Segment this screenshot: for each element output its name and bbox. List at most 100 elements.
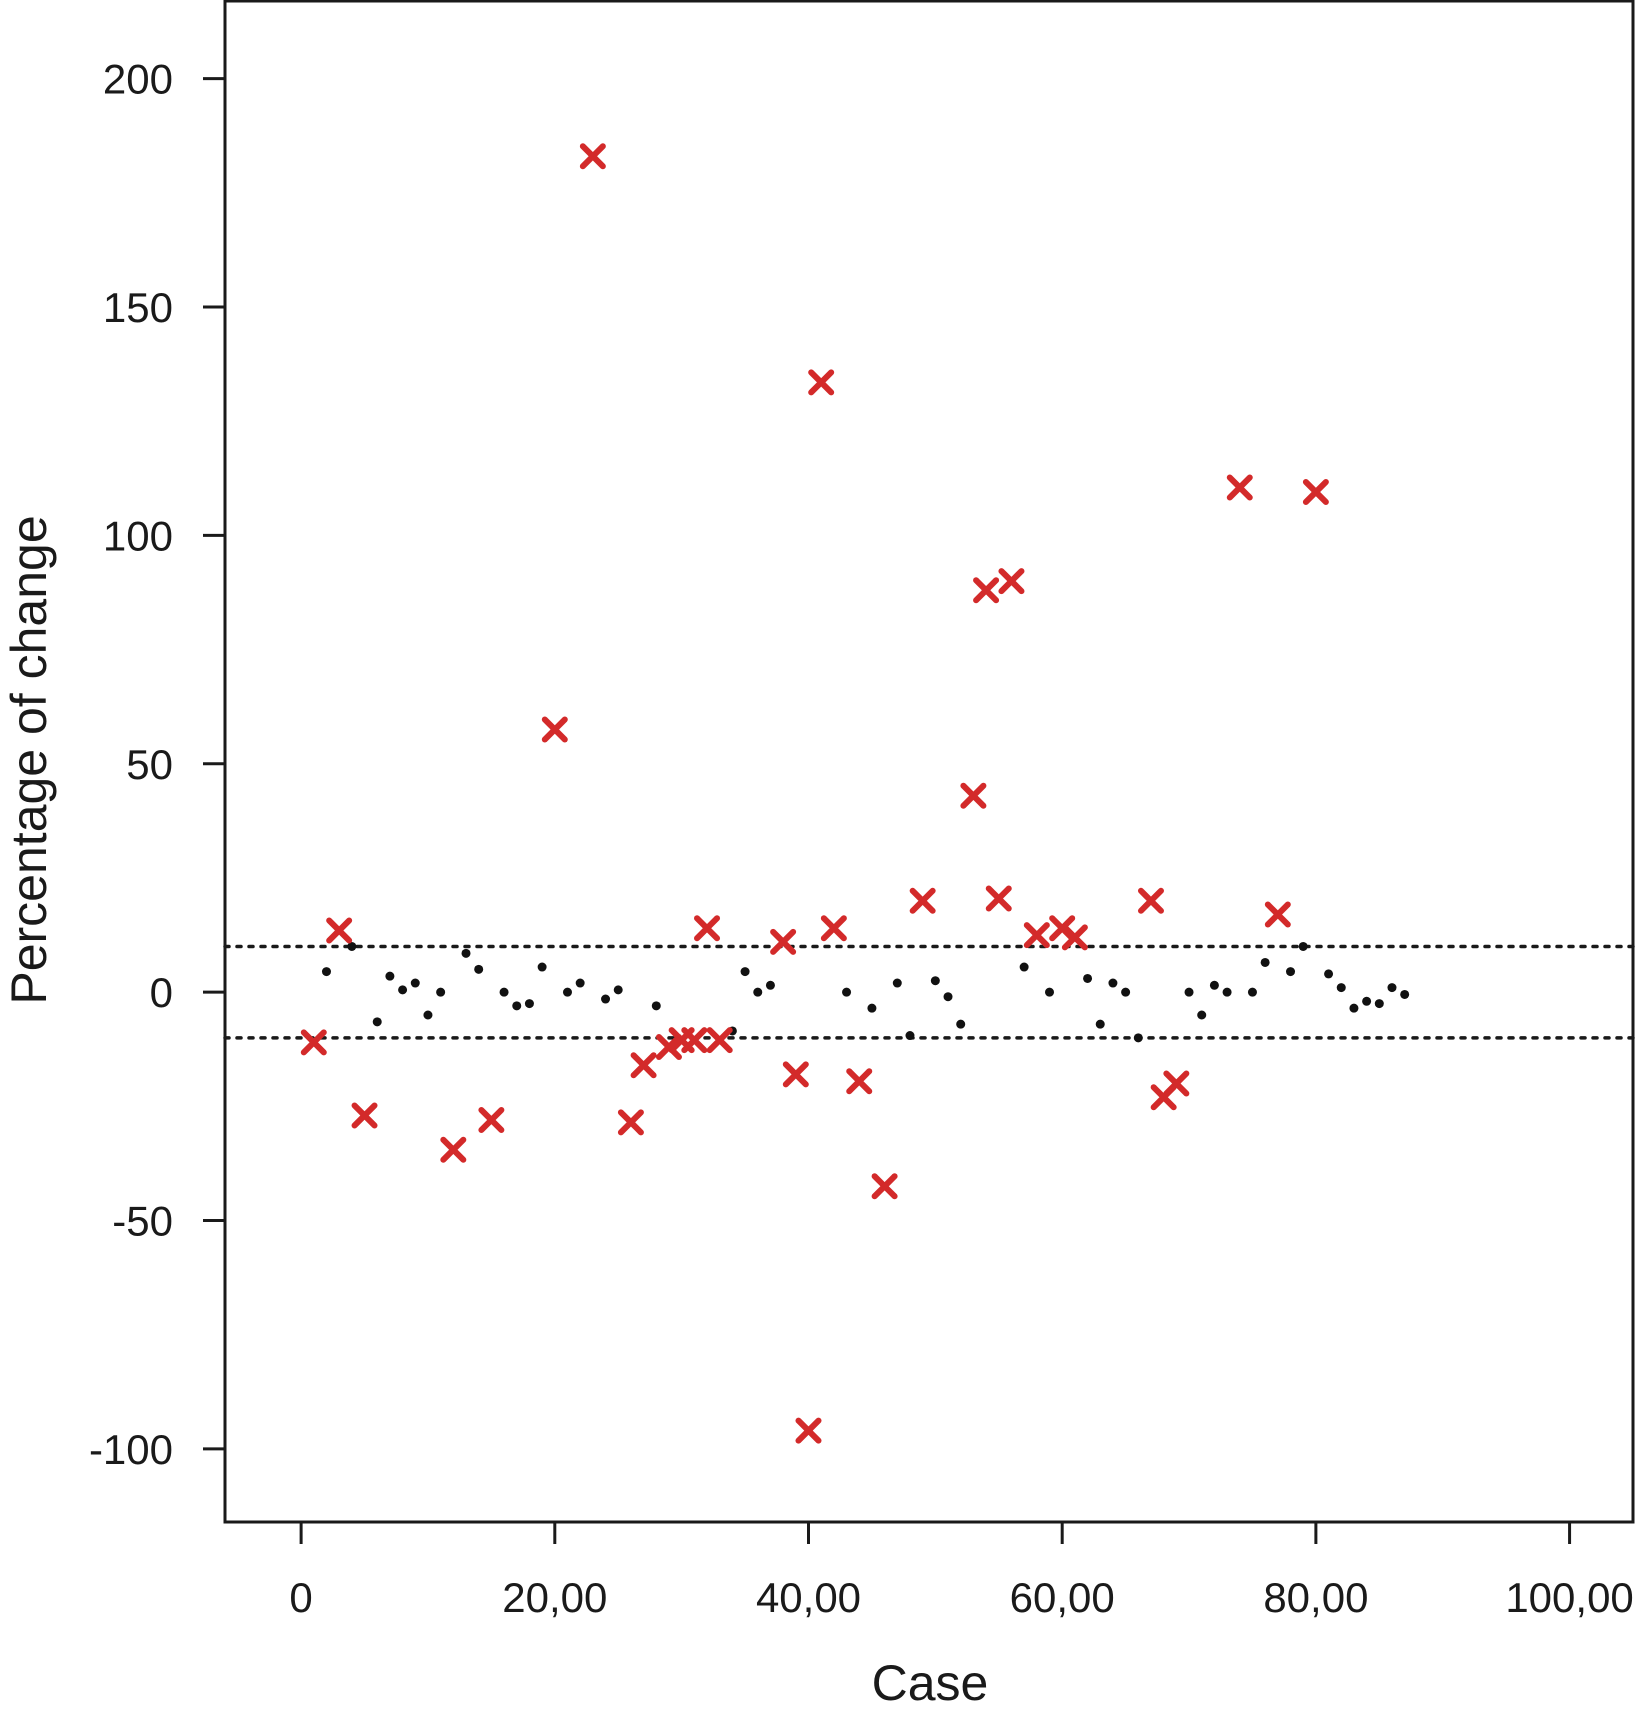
x-axis: 0 20,00 40,00 60,00 80,00 100,00 <box>289 1522 1634 1621</box>
data-point-cross <box>770 928 797 955</box>
series-dots <box>321 941 1410 1043</box>
data-point-dot <box>867 1003 877 1013</box>
data-point-dot <box>1184 987 1194 997</box>
data-point-cross <box>541 716 568 743</box>
data-point-cross <box>960 782 987 809</box>
data-point-dot <box>1121 987 1131 997</box>
cross-stroke <box>579 143 606 170</box>
x-axis-title: Case <box>872 1655 989 1711</box>
data-point-dot <box>1286 967 1296 977</box>
data-point-cross <box>820 915 847 942</box>
y-tick-label: 0 <box>150 969 173 1016</box>
cross-stroke <box>617 1109 644 1136</box>
data-point-cross <box>808 369 835 396</box>
x-tick-label: 80,00 <box>1263 1574 1368 1621</box>
data-point-dot <box>1324 969 1334 979</box>
data-point-dot <box>1247 987 1257 997</box>
data-point-cross <box>300 1029 327 1056</box>
data-point-dot <box>1400 989 1410 999</box>
data-point-dot <box>410 978 420 988</box>
cross-stroke <box>998 568 1025 595</box>
cross-stroke <box>1264 901 1291 928</box>
data-point-dot <box>1133 1033 1143 1043</box>
x-tick-label: 100,00 <box>1505 1574 1633 1621</box>
cross-stroke <box>1226 474 1253 501</box>
data-point-cross <box>985 885 1012 912</box>
data-point-dot <box>1095 1019 1105 1029</box>
data-point-cross <box>1023 922 1050 949</box>
cross-stroke <box>960 782 987 809</box>
data-point-cross <box>1302 479 1329 506</box>
y-tick-label: 200 <box>103 56 173 103</box>
data-point-cross <box>846 1068 873 1095</box>
data-point-dot <box>1083 973 1093 983</box>
data-point-dot <box>1019 962 1029 972</box>
data-point-cross <box>617 1109 644 1136</box>
data-point-cross <box>351 1102 378 1129</box>
data-point-dot <box>461 948 471 958</box>
data-point-cross <box>1226 474 1253 501</box>
data-point-dot <box>1197 1010 1207 1020</box>
data-point-dot <box>1222 987 1232 997</box>
data-point-dot <box>601 994 611 1004</box>
cross-stroke <box>681 1027 708 1054</box>
data-point-dot <box>1045 987 1055 997</box>
data-point-dot <box>423 1010 433 1020</box>
cross-stroke <box>1302 479 1329 506</box>
data-point-dot <box>956 1019 966 1029</box>
x-tick-label: 0 <box>289 1574 312 1621</box>
data-point-dot <box>930 976 940 986</box>
cross-stroke <box>440 1136 467 1163</box>
y-tick-label: -50 <box>112 1198 173 1245</box>
data-point-cross <box>706 1027 733 1054</box>
y-axis-title: Percentage of change <box>1 515 57 1004</box>
cross-stroke <box>973 577 1000 604</box>
data-point-cross <box>782 1061 809 1088</box>
data-point-dot <box>537 962 547 972</box>
cross-stroke <box>1137 887 1164 914</box>
data-point-dot <box>1108 978 1118 988</box>
cross-stroke <box>846 1068 873 1095</box>
data-point-dot <box>1362 996 1372 1006</box>
cross-stroke <box>326 917 353 944</box>
y-tick-label: 50 <box>126 741 173 788</box>
data-point-dot <box>1260 957 1270 967</box>
data-point-cross <box>1137 887 1164 914</box>
cross-stroke <box>1163 1070 1190 1097</box>
data-point-cross <box>871 1173 898 1200</box>
data-point-dot <box>892 978 902 988</box>
x-tick-label: 60,00 <box>1010 1574 1115 1621</box>
data-point-dot <box>905 1031 915 1041</box>
data-point-cross <box>973 577 1000 604</box>
cross-stroke <box>985 885 1012 912</box>
cross-stroke <box>655 1033 682 1060</box>
cross-stroke <box>1061 924 1088 951</box>
data-point-dot <box>385 971 395 981</box>
data-point-dot <box>943 992 953 1002</box>
cross-stroke <box>478 1107 505 1134</box>
data-point-dot <box>575 978 585 988</box>
data-point-dot <box>398 985 408 995</box>
data-point-cross <box>694 915 721 942</box>
series-crosses <box>300 143 1329 1444</box>
x-tick-label: 20,00 <box>502 1574 607 1621</box>
data-point-cross <box>579 143 606 170</box>
data-point-dot <box>753 987 763 997</box>
cross-stroke <box>706 1027 733 1054</box>
cross-stroke <box>541 716 568 743</box>
cross-stroke <box>808 369 835 396</box>
data-point-dot <box>562 987 572 997</box>
data-point-dot <box>474 964 484 974</box>
data-point-cross <box>795 1417 822 1444</box>
data-point-dot <box>1298 941 1308 951</box>
cross-stroke <box>909 887 936 914</box>
data-point-dot <box>347 941 357 951</box>
data-point-dot <box>1349 1003 1359 1013</box>
y-tick-label: 100 <box>103 512 173 559</box>
data-point-cross <box>630 1052 657 1079</box>
data-point-dot <box>436 987 446 997</box>
cross-stroke <box>795 1417 822 1444</box>
data-point-cross <box>478 1107 505 1134</box>
